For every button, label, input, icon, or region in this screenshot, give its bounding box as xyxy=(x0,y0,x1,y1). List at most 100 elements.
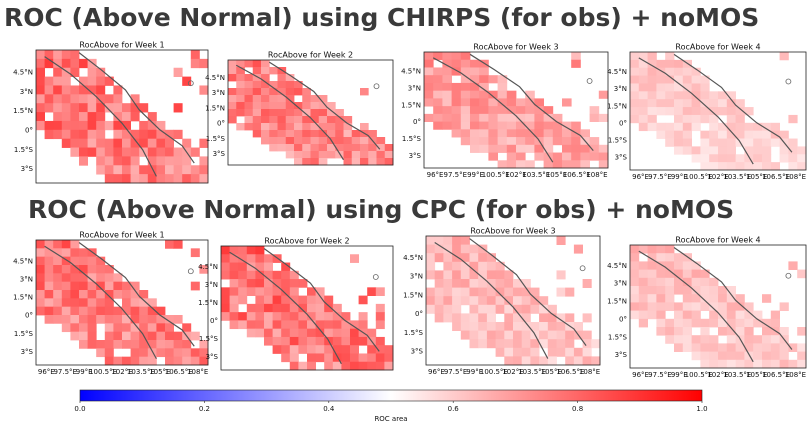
grid-cell xyxy=(539,296,549,306)
grid-cell xyxy=(735,327,745,336)
grid-cell xyxy=(343,144,353,152)
grid-cell xyxy=(61,306,71,316)
grid-cell xyxy=(113,323,123,333)
grid-cell xyxy=(630,253,640,262)
grid-cell xyxy=(343,151,353,159)
grid-cell xyxy=(513,304,523,314)
grid-cell xyxy=(479,144,489,153)
grid-cell xyxy=(534,144,544,153)
grid-cell xyxy=(726,327,736,336)
grid-cell xyxy=(630,261,640,270)
grid-cell xyxy=(434,296,444,306)
grid-cell xyxy=(647,52,657,61)
grid-cell xyxy=(130,323,140,333)
grid-cell xyxy=(486,322,496,331)
map-panel: RocAbove for Week 44.5°N3°N1.5°N0°1.5°S3… xyxy=(607,43,807,181)
grid-cell xyxy=(770,351,780,361)
grid-cell xyxy=(147,147,157,157)
grid-cell xyxy=(469,244,479,254)
grid-cell xyxy=(470,106,480,115)
grid-cell xyxy=(547,347,557,357)
grid-cell xyxy=(647,277,657,287)
grid-cell xyxy=(53,58,63,69)
grid-cell xyxy=(87,315,97,324)
grid-cell xyxy=(647,59,657,69)
grid-cell xyxy=(221,246,230,255)
coastline xyxy=(638,250,754,363)
grid-cell xyxy=(285,144,295,152)
grid-cell xyxy=(351,158,361,166)
grid-cell xyxy=(744,146,754,155)
grid-cell xyxy=(788,146,798,155)
grid-cell xyxy=(113,112,123,122)
grid-cell xyxy=(571,152,581,161)
grid-cell xyxy=(53,298,63,308)
grid-cell xyxy=(70,94,80,104)
grid-cell xyxy=(582,313,592,323)
grid-cell xyxy=(700,83,710,92)
grid-cell xyxy=(647,261,657,270)
grid-cell xyxy=(534,113,544,122)
grid-cell xyxy=(244,123,254,131)
grid-cell xyxy=(246,246,256,255)
grid-cell xyxy=(718,154,728,163)
grid-cell xyxy=(332,320,342,330)
grid-cell xyxy=(630,59,640,69)
grid-cell xyxy=(79,85,88,95)
grid-cell xyxy=(674,343,684,352)
grid-cell xyxy=(691,343,701,352)
grid-cell xyxy=(470,82,480,92)
lon-label: 97.5°E xyxy=(444,171,468,179)
grid-cell xyxy=(797,269,807,279)
grid-cell xyxy=(139,165,149,175)
grid-cell xyxy=(504,330,514,340)
map-frame xyxy=(35,49,209,184)
grid-cell xyxy=(139,298,149,308)
lon-label: 108°E xyxy=(785,173,806,181)
lon-label: 106.5°E xyxy=(563,171,591,179)
grid-cell xyxy=(674,99,684,108)
grid-cell xyxy=(332,312,342,321)
grid-cell xyxy=(682,83,692,92)
grid-cell xyxy=(469,330,479,340)
grid-cell xyxy=(53,306,63,316)
grid-cell xyxy=(173,356,183,366)
grid-cell xyxy=(735,114,745,124)
grid-cell xyxy=(718,138,728,147)
grid-cell xyxy=(96,67,106,77)
grid-cell xyxy=(460,296,470,306)
grid-cell xyxy=(147,340,157,349)
grid-cell xyxy=(228,102,237,110)
grid-cell xyxy=(479,121,489,130)
grid-cell xyxy=(238,270,248,280)
grid-cell xyxy=(504,279,514,288)
grid-cell xyxy=(199,138,209,148)
grid-cell xyxy=(79,281,88,291)
grid-cell xyxy=(488,152,498,161)
grid-cell xyxy=(229,320,239,330)
grid-cell xyxy=(478,279,488,288)
grid-cell xyxy=(255,312,265,321)
grid-cell xyxy=(165,156,174,166)
grid-cell xyxy=(506,137,517,146)
grid-cell xyxy=(762,294,772,303)
grid-cell xyxy=(122,112,131,122)
grid-cell xyxy=(130,331,140,341)
grid-cell xyxy=(285,130,295,138)
grid-cell xyxy=(285,74,295,82)
grid-cell xyxy=(443,236,453,245)
grid-cell xyxy=(294,88,303,96)
grid-cell xyxy=(718,146,728,155)
grid-cell xyxy=(573,347,583,357)
grid-cell xyxy=(478,296,488,306)
colorbar-tick-label: 0.8 xyxy=(572,405,583,413)
grid-cell xyxy=(113,174,123,184)
grid-cell xyxy=(486,339,496,349)
grid-cell xyxy=(479,137,489,146)
grid-cell xyxy=(229,270,239,280)
grid-cell xyxy=(360,123,369,131)
grid-cell xyxy=(70,67,80,77)
grid-cell xyxy=(221,303,230,313)
grid-cell xyxy=(79,120,88,131)
grid-cell xyxy=(433,113,443,122)
